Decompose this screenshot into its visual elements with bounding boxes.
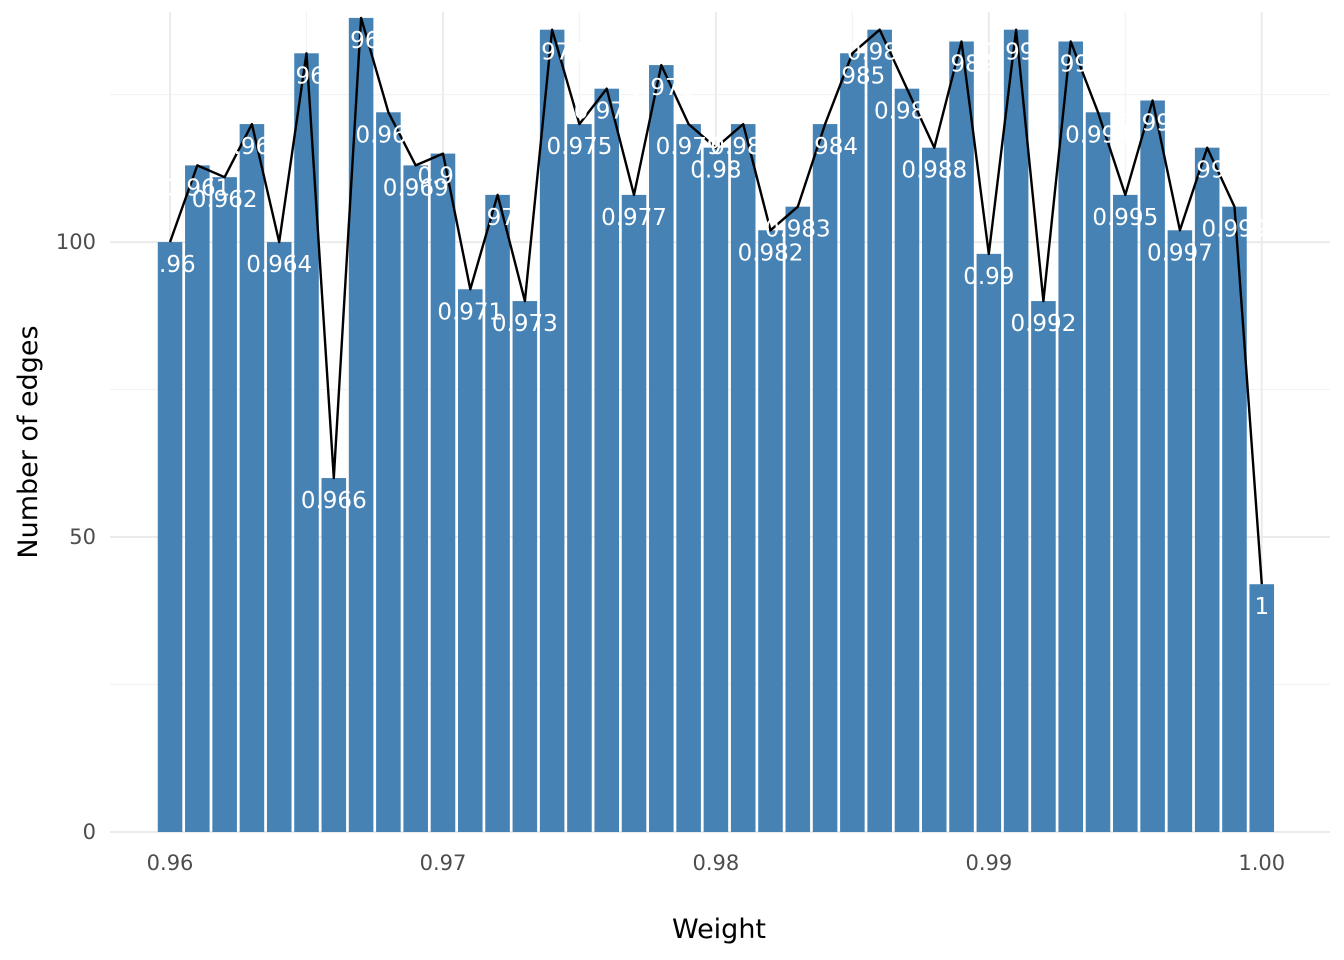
bar-value-label: 0.983 xyxy=(765,217,831,243)
bar xyxy=(376,112,401,832)
bar xyxy=(1167,230,1193,832)
bar xyxy=(594,88,620,832)
bar-value-label: 0.995 xyxy=(1092,205,1158,231)
bar-value-label: 0.978 xyxy=(628,75,694,101)
bar xyxy=(621,194,647,833)
bar-value-label: 0.999 xyxy=(1202,217,1268,243)
bar xyxy=(894,88,920,832)
bar xyxy=(185,165,210,833)
bar xyxy=(457,289,483,832)
bar xyxy=(867,29,892,833)
bar xyxy=(157,242,183,832)
x-axis-title: Weight xyxy=(672,914,766,945)
bar xyxy=(430,153,456,832)
bar-value-label: 1 xyxy=(1254,594,1269,620)
bar-value-label: 0.976 xyxy=(574,99,640,125)
bar-value-label: 0.97 xyxy=(417,164,468,190)
axes-layer: 0.96 0.97 0.98 0.99 1.00 0 50 100 xyxy=(56,230,1285,875)
bar xyxy=(1085,112,1111,832)
bar xyxy=(921,147,947,832)
bar xyxy=(1140,100,1165,833)
bar-value-label: 0.975 xyxy=(547,134,613,160)
x-tick-label: 0.96 xyxy=(147,851,194,875)
x-tick-label: 1.00 xyxy=(1238,851,1285,875)
x-tick-label: 0.97 xyxy=(420,851,467,875)
bars-layer xyxy=(157,17,1275,833)
bar xyxy=(1249,584,1275,832)
bar-value-label: 0.968 xyxy=(355,122,421,148)
bar xyxy=(812,124,838,833)
bar-value-label: 0.99 xyxy=(963,264,1014,290)
bar xyxy=(321,478,347,832)
bar-value-label: 0.969 xyxy=(383,175,449,201)
bar xyxy=(1113,194,1138,833)
y-tick-label: 100 xyxy=(56,230,96,254)
bar xyxy=(1058,41,1083,833)
y-tick-label: 0 xyxy=(83,820,96,844)
bar xyxy=(512,301,538,832)
bar-value-label: 0.961 xyxy=(164,175,230,201)
bar-value-label: 0.985 xyxy=(819,63,885,89)
trend-line-layer xyxy=(168,16,1263,585)
y-tick-label: 50 xyxy=(69,525,96,549)
bar-value-label: 0.972 xyxy=(465,205,531,231)
bar xyxy=(1003,29,1029,833)
bar xyxy=(1031,301,1056,832)
x-tick-label: 0.98 xyxy=(693,851,740,875)
bar-value-label: 0.993 xyxy=(1038,51,1104,77)
bar-value-label: 0.991 xyxy=(983,40,1049,66)
bar xyxy=(840,53,865,832)
bar-value-label: 0.964 xyxy=(246,252,312,278)
bar xyxy=(649,65,674,833)
bar-value-label: 0.998 xyxy=(1174,158,1240,184)
y-axis-title: Number of edges xyxy=(13,325,44,558)
bar-value-label: 0.977 xyxy=(601,205,667,231)
bar-value-label: 0.971 xyxy=(437,299,503,325)
bar-value-label: 0.992 xyxy=(1010,311,1076,337)
bar-value-label: 0.994 xyxy=(1065,122,1131,148)
bar-value-label: 0.973 xyxy=(492,311,558,337)
bar-value-label: 0.981 xyxy=(710,134,776,160)
bar-value-label: 0.996 xyxy=(1120,110,1186,136)
bar xyxy=(485,194,510,833)
bar-value-label: 0.966 xyxy=(301,488,367,514)
bar-value-label: 0.989 xyxy=(929,51,995,77)
bar-value-label: 0.988 xyxy=(901,158,967,184)
bar xyxy=(539,29,565,833)
bar xyxy=(266,242,292,832)
bar-value-label: 0.98 xyxy=(690,158,741,184)
bar xyxy=(403,165,428,833)
bar xyxy=(1194,147,1220,832)
bar-value-label: 0.987 xyxy=(874,99,940,125)
bar xyxy=(239,124,265,833)
trend-line xyxy=(168,16,1263,585)
bar-value-label: 0.965 xyxy=(274,63,340,89)
bar xyxy=(676,124,701,833)
bar xyxy=(758,230,783,832)
bar-value-label: 0.979 xyxy=(656,134,722,160)
bar-value-label: 0.984 xyxy=(792,134,858,160)
bar xyxy=(1222,206,1247,832)
bar xyxy=(949,41,974,833)
x-tick-label: 0.99 xyxy=(965,851,1012,875)
bar xyxy=(212,177,237,832)
bar-value-label: 0.986 xyxy=(847,40,913,66)
bar xyxy=(785,206,811,832)
bar-value-label: 0.962 xyxy=(192,187,258,213)
bar xyxy=(730,124,756,833)
bar-value-label: 0.967 xyxy=(328,28,394,54)
bar xyxy=(976,253,1002,833)
bar-value-label: 0.963 xyxy=(219,134,285,160)
bar xyxy=(567,124,592,833)
bar-value-label: 0.96 xyxy=(144,252,195,278)
bar-value-label: 0.982 xyxy=(738,240,804,266)
bar-value-label: 0.997 xyxy=(1147,240,1213,266)
bar xyxy=(703,147,729,832)
bar-value-label: 0.974 xyxy=(519,40,585,66)
